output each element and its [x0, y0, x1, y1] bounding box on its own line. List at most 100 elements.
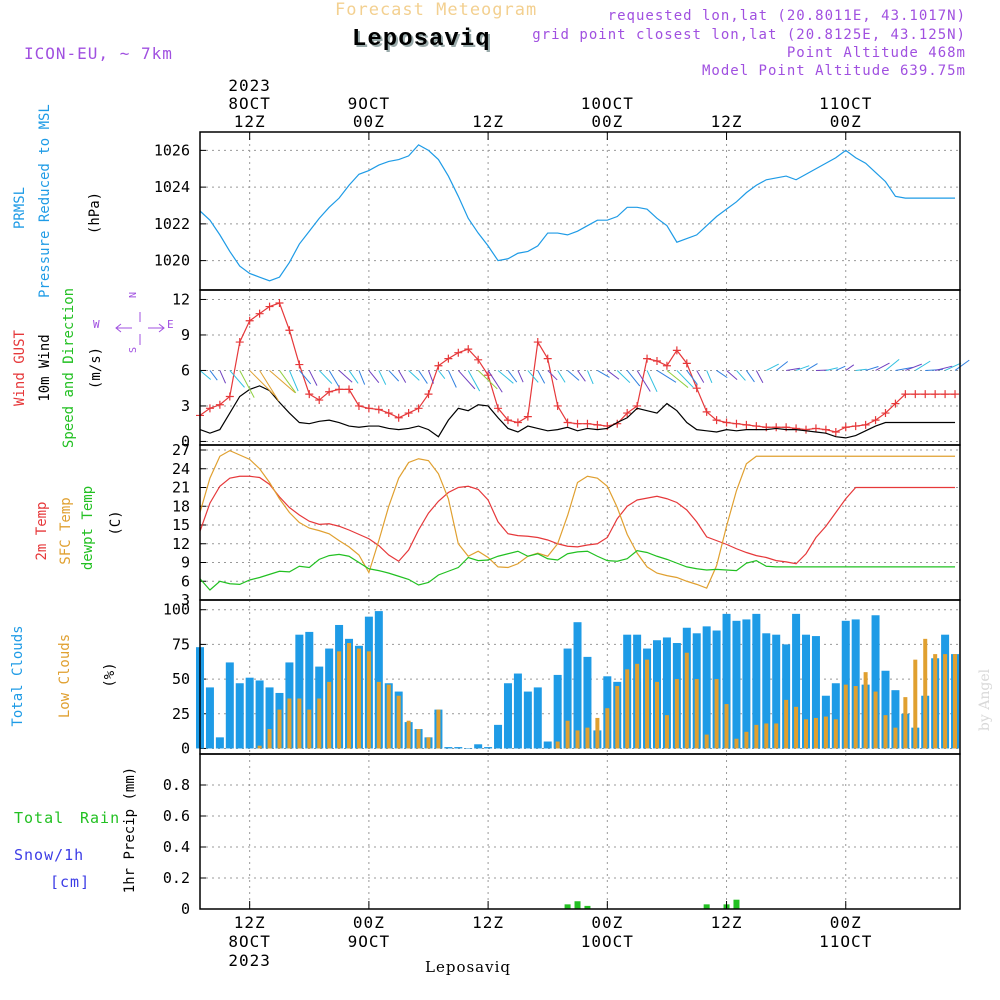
total-cloud-bar	[513, 673, 522, 749]
credit-watermark: by Angel	[977, 668, 993, 732]
wind-gust-marker	[424, 390, 433, 399]
wind-gust-marker	[901, 390, 910, 399]
wind-gust-marker	[543, 354, 552, 363]
wind-gust-marker	[871, 416, 880, 425]
top-label-4-3: 12Z	[710, 112, 743, 131]
total-cloud-bar	[871, 615, 880, 749]
wind-gust-marker	[374, 405, 383, 414]
wind-frame	[199, 289, 961, 446]
wind-direction-arrow	[547, 370, 558, 381]
wind-gust-marker	[662, 361, 671, 370]
wind-gust-marker	[951, 390, 960, 399]
low-cloud-bar	[694, 679, 699, 749]
wind-direction-arrow	[259, 370, 280, 402]
wind-direction-arrow	[616, 370, 631, 384]
total-cloud-bar	[563, 648, 572, 749]
wind-gust-marker	[802, 425, 811, 434]
total-cloud-bar	[722, 613, 731, 749]
wind-direction-arrow	[766, 363, 779, 371]
wind-direction-arrow	[706, 370, 713, 383]
total-cloud-bar	[205, 687, 214, 749]
low-cloud-bar	[327, 681, 332, 749]
total-cloud-bar	[792, 613, 801, 749]
total-cloud-bar	[225, 662, 234, 749]
wind-gust-marker	[225, 392, 234, 401]
low-cloud-bar	[684, 652, 689, 749]
top-label-3-3: 00Z	[591, 112, 624, 131]
wind-gust-marker	[275, 299, 284, 308]
total-cloud-bar	[215, 737, 224, 749]
low-cloud-bar	[744, 731, 749, 749]
wind-direction-arrow	[318, 370, 333, 384]
compass-e: E	[167, 318, 175, 331]
wind-gust-marker	[682, 359, 691, 368]
wind-gust-marker	[503, 416, 512, 425]
low-cloud-bar	[366, 651, 371, 749]
wind-ytick-label: 12	[172, 290, 190, 308]
wind-direction-arrow	[865, 366, 879, 371]
low-cloud-bar	[615, 686, 620, 749]
wind-direction-arrow	[249, 370, 275, 396]
low-cloud-bar	[645, 659, 650, 749]
wind-direction-arrow	[885, 358, 900, 371]
wind-gust-marker	[861, 420, 870, 429]
total-cloud-bar	[474, 744, 483, 749]
clouds-ytick-label: 75	[172, 635, 190, 653]
wind-gust-marker	[811, 424, 820, 433]
total-cloud-bar	[374, 611, 383, 749]
wind-direction-arrow	[507, 370, 518, 383]
low-cloud-bar	[436, 709, 441, 749]
low-cloud-bar	[953, 654, 958, 749]
bottom-label-3-2: 10OCT	[580, 932, 634, 951]
rain-bar	[733, 899, 740, 909]
wind-10m-label: 10m Wind	[37, 334, 53, 402]
temp-ytick-label: 6	[181, 572, 190, 590]
precip-unit: 1hr Precip (mm)	[122, 766, 138, 894]
low-cloud-bar	[376, 681, 381, 749]
low-cloud-bar	[625, 669, 630, 749]
total-cloud-bar	[494, 724, 503, 749]
total-cloud-bar	[464, 748, 473, 749]
low-cloud-bar	[654, 681, 659, 749]
top-label-1-2: 9OCT	[347, 94, 391, 113]
low-cloud-bar	[317, 698, 322, 749]
footer-station: Leposaviq	[425, 958, 511, 976]
total-cloud-bar	[484, 747, 493, 749]
wind-direction-arrow	[636, 370, 651, 392]
low-cloud-bar	[774, 723, 779, 749]
wind-direction-arrow	[537, 370, 546, 384]
top-label-5-2: 11OCT	[819, 94, 873, 113]
rain-bar	[703, 904, 710, 909]
bottom-label-3-1: 00Z	[591, 913, 624, 932]
rain-bar	[584, 905, 591, 909]
total-cloud-bar	[305, 631, 314, 749]
total-cloud-bar	[553, 674, 562, 749]
wind-gust-marker	[772, 423, 781, 432]
wind-gust-marker	[941, 390, 950, 399]
wind-gust-marker	[563, 418, 572, 427]
precip-frame	[199, 753, 961, 910]
pressure-unit: (hPa)	[87, 191, 103, 235]
low-cloud-bar	[396, 695, 401, 749]
total-cloud-bar	[265, 687, 274, 749]
wind-gust-marker	[891, 399, 900, 408]
wind-gust-marker	[364, 404, 373, 413]
precip-ytick-label: 0.2	[163, 869, 190, 887]
total-cloud-bar	[245, 677, 254, 749]
wind-gust-marker	[474, 355, 483, 364]
pressure-series-prmsl	[199, 144, 956, 282]
low-cloud-bar	[674, 679, 679, 749]
low-cloud-bar	[426, 737, 431, 749]
wind-direction-arrow	[736, 370, 746, 381]
low-cloud-bar	[416, 729, 421, 749]
wind-ytick-label: 0	[181, 432, 190, 450]
wind-gust-marker	[752, 422, 761, 431]
wind-direction-arrow	[209, 370, 218, 381]
low-cloud-bar	[943, 654, 948, 749]
bottom-label-2-1: 12Z	[472, 913, 505, 932]
wind-direction-arrow	[438, 370, 446, 379]
low-cloud-bar	[794, 706, 799, 749]
wind-direction-arrow	[954, 359, 970, 371]
wind-gust-marker	[573, 419, 582, 428]
precip-ytick-label: 0	[181, 900, 190, 918]
